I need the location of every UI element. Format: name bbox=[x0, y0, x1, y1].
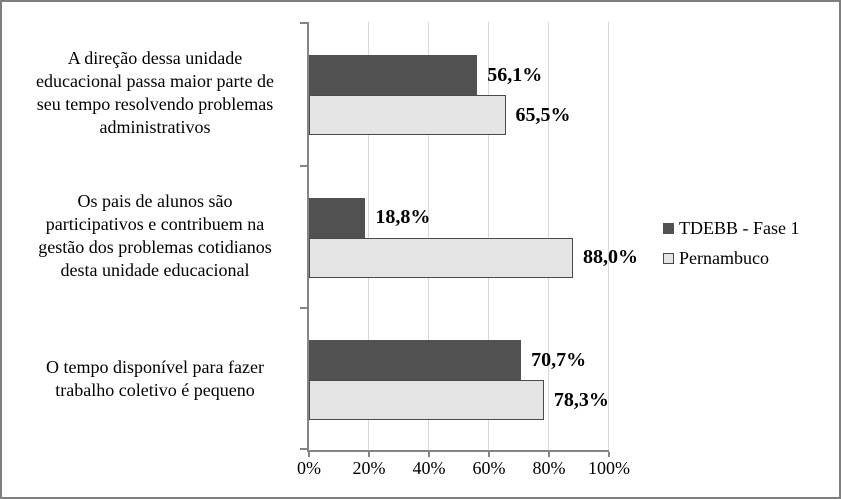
x-tick-label: 0% bbox=[297, 458, 321, 478]
category-label-line: gestão dos problemas cotidianos bbox=[38, 236, 272, 257]
category-label-line: O tempo disponível para fazer bbox=[46, 356, 264, 377]
category-label-line: educacional passa maior parte de bbox=[36, 71, 274, 92]
bar-tdebb-fase-1 bbox=[309, 340, 522, 381]
legend-item: TDEBB - Fase 1 bbox=[663, 216, 800, 240]
category-label-line: desta unidade educacional bbox=[60, 259, 250, 280]
legend-label: Pernambuco bbox=[679, 247, 769, 268]
legend-swatch bbox=[663, 252, 674, 264]
gridline bbox=[428, 22, 429, 450]
value-label: 65,5% bbox=[515, 103, 571, 126]
category-label-line: trabalho coletivo é pequeno bbox=[55, 379, 255, 400]
gridline bbox=[548, 22, 549, 450]
category-boundary-tick bbox=[300, 307, 307, 310]
value-label: 18,8% bbox=[375, 206, 431, 229]
x-axis-tick bbox=[368, 452, 370, 457]
category-label-line: Os pais de alunos são bbox=[77, 190, 233, 211]
legend-swatch bbox=[663, 222, 674, 234]
category-label: A direção dessa unidade educacional passa… bbox=[8, 22, 302, 165]
category-boundary-tick bbox=[300, 448, 307, 450]
bar-pernambuco bbox=[309, 380, 544, 421]
category-boundary-tick bbox=[300, 164, 307, 167]
legend: TDEBB - Fase 1 Pernambuco bbox=[663, 216, 800, 276]
category-label-line: seu tempo resolvendo problemas bbox=[36, 94, 274, 115]
category-label-line: administrativos bbox=[99, 117, 211, 138]
category-label: Os pais de alunos são participativos e co… bbox=[8, 165, 302, 308]
bar-pernambuco bbox=[309, 95, 506, 135]
value-label: 88,0% bbox=[583, 246, 638, 269]
x-tick-label: 20% bbox=[352, 458, 386, 478]
category-boundary-tick bbox=[300, 22, 307, 24]
gridline bbox=[608, 22, 609, 450]
value-label: 78,3% bbox=[553, 388, 609, 411]
x-axis-tick bbox=[608, 452, 610, 457]
gridline bbox=[368, 22, 369, 450]
x-axis-tick bbox=[308, 452, 310, 457]
x-tick-label: 40% bbox=[412, 458, 446, 478]
x-axis-tick bbox=[428, 452, 430, 457]
x-axis-tick bbox=[488, 452, 490, 457]
legend-label: TDEBB - Fase 1 bbox=[679, 217, 800, 238]
x-tick-label: 80% bbox=[532, 458, 566, 478]
bar-pernambuco bbox=[309, 237, 573, 278]
gridline bbox=[488, 22, 489, 450]
x-tick-label: 100% bbox=[588, 458, 630, 478]
bar-tdebb-fase-1 bbox=[309, 197, 366, 238]
category-label: O tempo disponível para fazer trabalho co… bbox=[8, 307, 302, 450]
x-axis-tick bbox=[548, 452, 550, 457]
plot-area: 56,1% 65,5% 18,8% 88,0% 70,7% 78,3% bbox=[300, 22, 638, 457]
legend-item: Pernambuco bbox=[663, 246, 800, 270]
value-label: 56,1% bbox=[487, 63, 543, 86]
value-label: 70,7% bbox=[531, 348, 587, 371]
category-label-line: A direção dessa unidade bbox=[67, 48, 243, 69]
x-tick-label: 60% bbox=[472, 458, 506, 478]
bar-tdebb-fase-1 bbox=[309, 55, 478, 95]
category-label-line: participativos e contribuem na bbox=[45, 213, 265, 234]
